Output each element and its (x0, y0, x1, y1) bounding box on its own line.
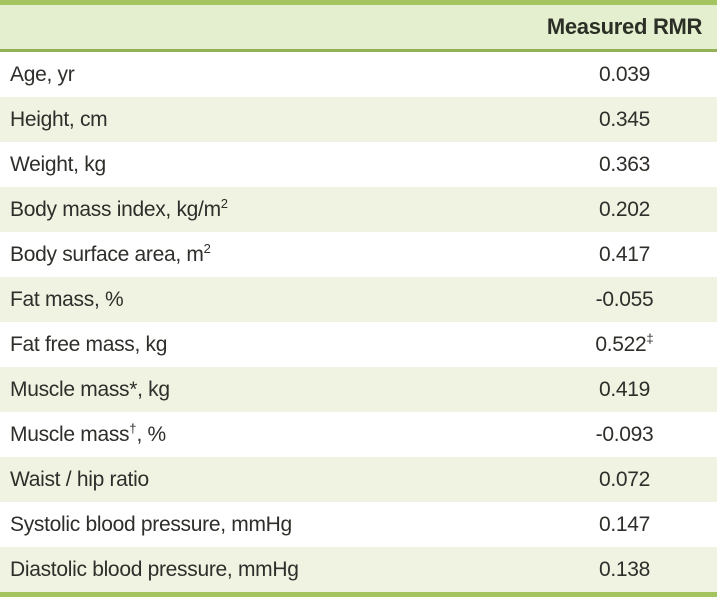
row-label: Waist / hip ratio (10, 467, 149, 491)
row-value: 0.072 (598, 467, 651, 491)
row-value: 0.345 (598, 107, 651, 131)
table-row: Systolic blood pressure, mmHg 0.147 (0, 502, 717, 547)
table-row: Muscle mass*, kg 0.419 (0, 367, 717, 412)
row-value: 0.147 (598, 512, 651, 536)
row-value: 0.039 (598, 62, 651, 86)
row-label: Height, cm (10, 107, 108, 131)
bottom-margin (0, 597, 717, 603)
row-label: Age, yr (10, 62, 75, 86)
row-value: 0.417 (598, 242, 651, 266)
row-label: Fat free mass, kg (10, 332, 168, 356)
row-value: -0.093 (595, 422, 654, 446)
row-label: Muscle mass*, kg (10, 377, 170, 401)
table-row: Fat mass, % -0.055 (0, 277, 717, 322)
row-label: Weight, kg (10, 152, 106, 176)
label-superscript: 2 (220, 195, 229, 211)
row-value: 0.138 (598, 557, 651, 581)
label-superscript: † (129, 420, 137, 436)
row-label: Fat mass, % (10, 287, 124, 311)
label-superscript: 2 (203, 240, 211, 256)
table-row: Age, yr 0.039 (0, 52, 717, 97)
table-bottom-rule (0, 592, 717, 597)
table-header-row: Measured RMR (0, 5, 717, 52)
table-body: Age, yr 0.039 Height, cm 0.345 Weight, k… (0, 52, 717, 592)
table-row: Weight, kg 0.363 (0, 142, 717, 187)
table-row: Diastolic blood pressure, mmHg 0.138 (0, 547, 717, 592)
table-row: Body surface area, m2 0.417 (0, 232, 717, 277)
value-superscript: ‡ (646, 330, 654, 346)
row-label: Body surface area, m2 (10, 240, 211, 266)
table-row: Muscle mass†, % -0.093 (0, 412, 717, 457)
table-row: Fat free mass, kg 0.522‡ (0, 322, 717, 367)
row-value: 0.363 (598, 152, 651, 176)
row-value: 0.202 (598, 197, 651, 221)
row-label: Diastolic blood pressure, mmHg (10, 557, 299, 581)
row-label: Body mass index, kg/m2 (10, 195, 229, 221)
table-row: Body mass index, kg/m2 0.202 (0, 187, 717, 232)
table-top-rule (0, 0, 717, 5)
row-label: Systolic blood pressure, mmHg (10, 512, 292, 536)
row-label: Muscle mass†, % (10, 420, 166, 446)
table-row: Height, cm 0.345 (0, 97, 717, 142)
table-row: Waist / hip ratio 0.072 (0, 457, 717, 502)
row-value: 0.522‡ (595, 330, 654, 356)
row-value: -0.055 (595, 287, 654, 311)
row-value: 0.419 (598, 377, 651, 401)
header-measured-rmr: Measured RMR (546, 14, 703, 39)
